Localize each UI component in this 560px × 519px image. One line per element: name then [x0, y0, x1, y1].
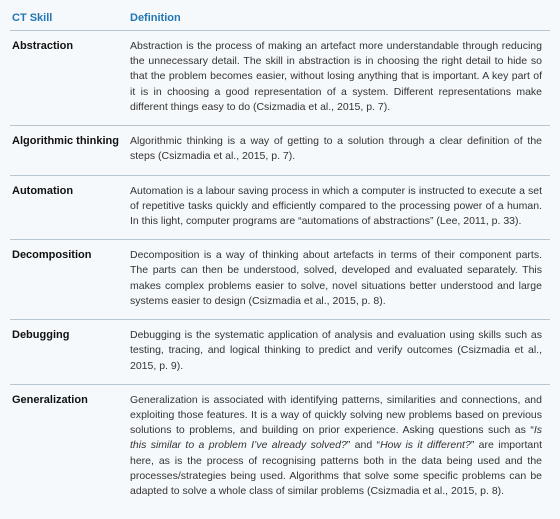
- skill-definition: Generalization is associated with identi…: [128, 384, 550, 509]
- header-skill: CT Skill: [10, 6, 128, 31]
- skill-name: Decomposition: [10, 240, 128, 320]
- table-row: Decomposition Decomposition is a way of …: [10, 240, 550, 320]
- skill-name: Debugging: [10, 320, 128, 385]
- skill-definition: Abstraction is the process of making an …: [128, 31, 550, 126]
- header-row: CT Skill Definition: [10, 6, 550, 31]
- skill-name: Automation: [10, 175, 128, 240]
- skill-name: Abstraction: [10, 31, 128, 126]
- table-row: Algorithmic thinking Algorithmic thinkin…: [10, 126, 550, 175]
- skill-definition: Decomposition is a way of thinking about…: [128, 240, 550, 320]
- table-row: Abstraction Abstraction is the process o…: [10, 31, 550, 126]
- skill-definition: Algorithmic thinking is a way of getting…: [128, 126, 550, 175]
- ct-skills-table-wrap: CT Skill Definition Abstraction Abstract…: [0, 0, 560, 519]
- skill-name: Generalization: [10, 384, 128, 509]
- skill-definition: Automation is a labour saving process in…: [128, 175, 550, 240]
- ct-skills-table: CT Skill Definition Abstraction Abstract…: [10, 6, 550, 509]
- table-row: Automation Automation is a labour saving…: [10, 175, 550, 240]
- table-body: Abstraction Abstraction is the process o…: [10, 31, 550, 510]
- table-row: Generalization Generalization is associa…: [10, 384, 550, 509]
- skill-name: Algorithmic thinking: [10, 126, 128, 175]
- table-row: Debugging Debugging is the systematic ap…: [10, 320, 550, 385]
- header-definition: Definition: [128, 6, 550, 31]
- skill-definition: Debugging is the systematic application …: [128, 320, 550, 385]
